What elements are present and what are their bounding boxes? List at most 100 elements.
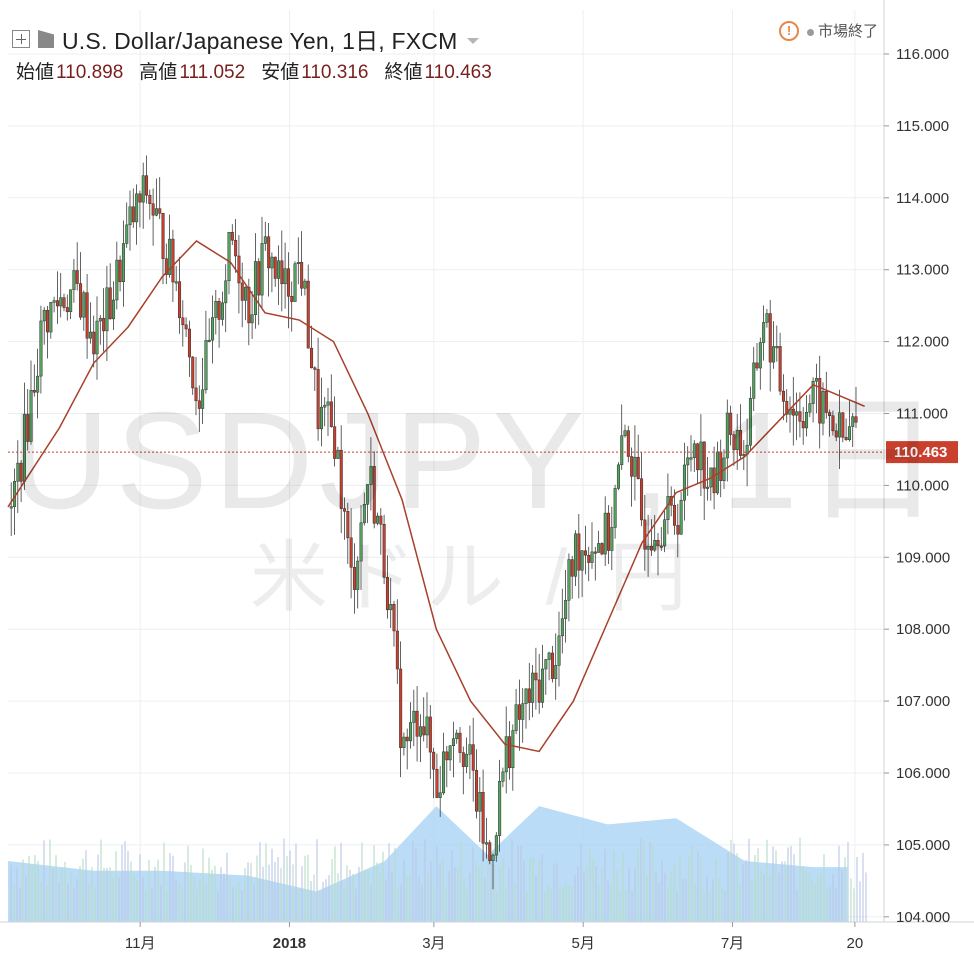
candle-body [805,411,809,429]
volume-bar [469,872,471,922]
volume-bar [517,845,519,922]
candle-body [204,340,208,391]
candle-body [224,280,228,304]
candle-body [597,543,601,553]
x-tick-label: 11月 [125,935,156,952]
candle-body [9,506,13,509]
symbol-title[interactable]: U.S. Dollar/Japanese Yen, 1日, FXCM [62,28,458,54]
volume-bar [214,865,216,922]
volume-bar [808,872,810,922]
volume-bar [295,843,297,922]
candle-body [349,537,353,568]
candle-body [151,203,155,216]
volume-bar [148,859,150,922]
volume-bar [742,864,744,922]
volume-bar [331,859,333,922]
volume-bar [94,889,96,922]
candle-body [438,792,442,798]
volume-bar [49,839,51,922]
chevron-down-icon[interactable] [467,38,480,44]
volume-bar [574,874,576,922]
volume-bar [151,887,153,922]
expand-icon[interactable] [12,30,30,48]
volume-bar [646,875,648,922]
candle-body [527,688,531,703]
volume-bar [199,879,201,922]
candle-body [712,467,716,494]
candle-body [105,287,109,332]
candle-body [339,449,343,509]
volume-bar [631,891,633,922]
volume-bar [757,848,759,922]
candle-body [590,551,594,563]
volume-bar [829,886,831,922]
candle-body [260,243,264,296]
volume-bar [550,888,552,922]
volume-bar [538,859,540,922]
volume-bar [826,888,828,922]
volume-bar [211,869,213,922]
volume-bar [379,873,381,922]
candle-body [508,736,512,769]
volume-bar [406,876,408,922]
candle-body [237,255,241,284]
volume-bar [259,842,261,922]
volume-bar [271,848,273,922]
volume-bar [307,854,309,922]
candle-body [26,414,30,442]
candle-body [725,412,729,459]
ohlc-legend: 始値 110.898 高値 111.052 安値 110.316 終値 110.463 [16,57,492,84]
candle-body [455,732,459,739]
volume-bar [118,877,120,922]
last-price-label: 110.463 [894,444,947,461]
candle-body [567,559,571,601]
volume-bar [22,859,24,922]
volume-bar [436,846,438,922]
candle-body [748,398,752,446]
volume-bar [40,882,42,922]
volume-bar [865,872,867,922]
volume-bar [85,850,87,922]
candle-body [356,560,360,590]
volume-bar [247,862,249,922]
y-tick-label: 105.000 [896,837,950,854]
volume-bar [715,858,717,922]
volume-bar [25,876,27,922]
volume-bar [445,887,447,922]
candle-body [428,716,432,753]
volume-bar [448,871,450,922]
volume-bar [844,857,846,922]
volume-bar [709,891,711,922]
candle-body [762,322,766,343]
volume-bar [343,887,345,922]
volume-bar [463,878,465,922]
status-dot-icon [806,29,814,36]
volume-bar [31,864,33,922]
candle-body [336,449,340,459]
volume-bar [193,876,195,922]
volume-bar [688,857,690,922]
volume-bar [634,868,636,922]
candle-body [293,263,297,302]
warning-icon[interactable]: ! [778,20,799,41]
volume-bar [325,879,327,922]
candle-body [270,256,274,269]
candle-body [392,604,396,632]
candle-body [778,346,782,392]
volume-bar [703,891,705,922]
candle-body [131,206,135,223]
volume-bar [190,864,192,922]
volume-bar [472,847,474,922]
volume-bar [241,890,243,922]
volume-bar [592,858,594,922]
candle-body [267,236,271,269]
volume-bar [145,891,147,922]
candle-body [484,842,488,845]
candle-body [395,630,399,670]
candle-body [418,726,422,737]
volume-bar [598,886,600,922]
candlestick-series[interactable] [9,155,858,890]
volume-bar [124,841,126,922]
candle-body [620,435,624,466]
